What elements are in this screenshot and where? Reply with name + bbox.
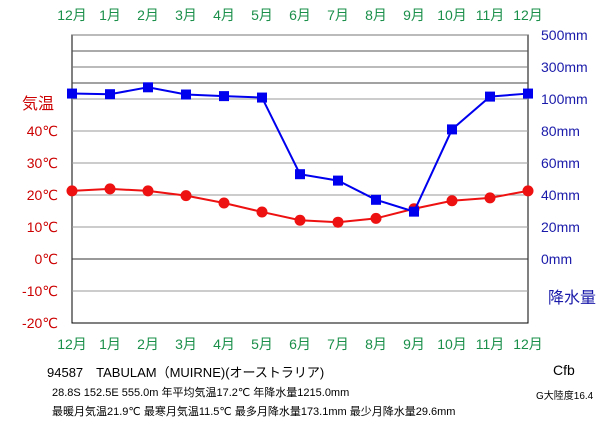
month-label-bottom: 5月: [251, 336, 273, 352]
precipitation-point: [181, 89, 191, 100]
precipitation-point: [409, 206, 419, 217]
month-label-top: 11月: [476, 7, 505, 23]
precipitation-point: [485, 91, 495, 102]
month-label-bottom: 8月: [365, 336, 387, 352]
station-title: 94587 TABULAM（MUIRNE)(オーストラリア): [47, 365, 325, 380]
temperature-point: [256, 206, 268, 218]
precipitation-tick-label: 300mm: [541, 59, 588, 75]
precipitation-point: [257, 92, 267, 103]
precipitation-tick-label: 100mm: [541, 91, 588, 107]
temperature-point: [142, 185, 154, 197]
month-label-top: 12月: [57, 7, 87, 23]
top-month-labels: 12月 1月 2月 3月 4月 5月 6月 7月 8月 9月 10月 11月 12月: [57, 7, 543, 23]
climate-class: Cfb: [553, 362, 575, 378]
station-line-1: 28.8S 152.5E 555.0m 年平均気温17.2℃ 年降水量1215.…: [52, 387, 350, 399]
temperature-axis-ticks: 40℃ 30℃ 20℃ 10℃ 0℃ -10℃ -20℃: [22, 123, 58, 331]
temperature-point: [294, 214, 306, 226]
precipitation-line: [71, 86, 529, 213]
month-label-top: 4月: [213, 7, 235, 23]
precipitation-tick-label: 80mm: [541, 123, 580, 139]
month-label-top: 5月: [251, 7, 273, 23]
month-label-bottom: 3月: [175, 336, 197, 352]
precipitation-tick-label: 60mm: [541, 155, 580, 171]
month-label-top: 1月: [99, 7, 121, 23]
temperature-point: [332, 216, 344, 228]
temperature-tick-label: 20℃: [27, 187, 58, 203]
month-label-bottom: 4月: [213, 336, 235, 352]
precipitation-tick-label: 40mm: [541, 187, 580, 203]
month-label-bottom: 9月: [403, 336, 425, 352]
precipitation-axis-title: 降水量: [548, 289, 596, 307]
continentality: G大陸度16.4: [536, 391, 594, 402]
bottom-month-labels: 12月 1月 2月 3月 4月 5月 6月 7月 8月 9月 10月 11月 12月: [57, 336, 543, 352]
precipitation-tick-label: 20mm: [541, 219, 580, 235]
temperature-point: [370, 212, 382, 224]
precipitation-point: [219, 91, 229, 102]
precipitation-point: [67, 88, 77, 99]
precipitation-point: [333, 175, 343, 186]
precipitation-point: [447, 124, 457, 135]
temperature-point: [180, 190, 192, 202]
temperature-tick-label: -10℃: [22, 283, 58, 299]
month-label-top: 7月: [327, 7, 349, 23]
month-label-top: 6月: [289, 7, 311, 23]
month-label-top: 8月: [365, 7, 387, 23]
temperature-axis-title: 気温: [22, 95, 54, 113]
month-label-top: 12月: [513, 7, 543, 23]
month-label-bottom: 11月: [476, 336, 505, 352]
temperature-point: [104, 183, 116, 195]
temperature-tick-label: 40℃: [27, 123, 58, 139]
precipitation-tick-label: 0mm: [541, 251, 572, 267]
data-series: [66, 82, 534, 228]
month-label-bottom: 6月: [289, 336, 311, 352]
temperature-tick-label: 0℃: [34, 251, 58, 267]
precipitation-point: [371, 194, 381, 205]
temperature-tick-label: 30℃: [27, 155, 58, 171]
month-label-bottom: 12月: [513, 336, 543, 352]
temperature-tick-label: -20℃: [22, 315, 58, 331]
temperature-tick-label: 10℃: [27, 219, 58, 235]
station-line-2: 最暖月気温21.9℃ 最寒月気温11.5℃ 最多月降水量173.1mm 最少月降…: [52, 406, 456, 418]
month-label-top: 2月: [137, 7, 159, 23]
precipitation-point: [523, 88, 533, 99]
temperature-point: [66, 185, 78, 197]
month-label-bottom: 1月: [99, 336, 121, 352]
month-label-bottom: 10月: [437, 336, 467, 352]
precipitation-axis-ticks: 500mm 300mm 100mm 80mm 60mm 40mm 20mm 0mm: [541, 27, 588, 267]
month-label-bottom: 2月: [137, 336, 159, 352]
temperature-point: [522, 185, 534, 197]
temperature-point: [218, 197, 230, 209]
month-label-bottom: 7月: [327, 336, 349, 352]
precipitation-point: [105, 89, 115, 100]
month-label-top: 3月: [175, 7, 197, 23]
temperature-point: [484, 192, 496, 204]
precipitation-point: [143, 82, 153, 93]
month-label-bottom: 12月: [57, 336, 87, 352]
month-label-top: 9月: [403, 7, 425, 23]
temperature-point: [446, 195, 458, 207]
month-label-top: 10月: [437, 7, 467, 23]
precipitation-tick-label: 500mm: [541, 27, 588, 43]
precipitation-point: [295, 169, 305, 180]
